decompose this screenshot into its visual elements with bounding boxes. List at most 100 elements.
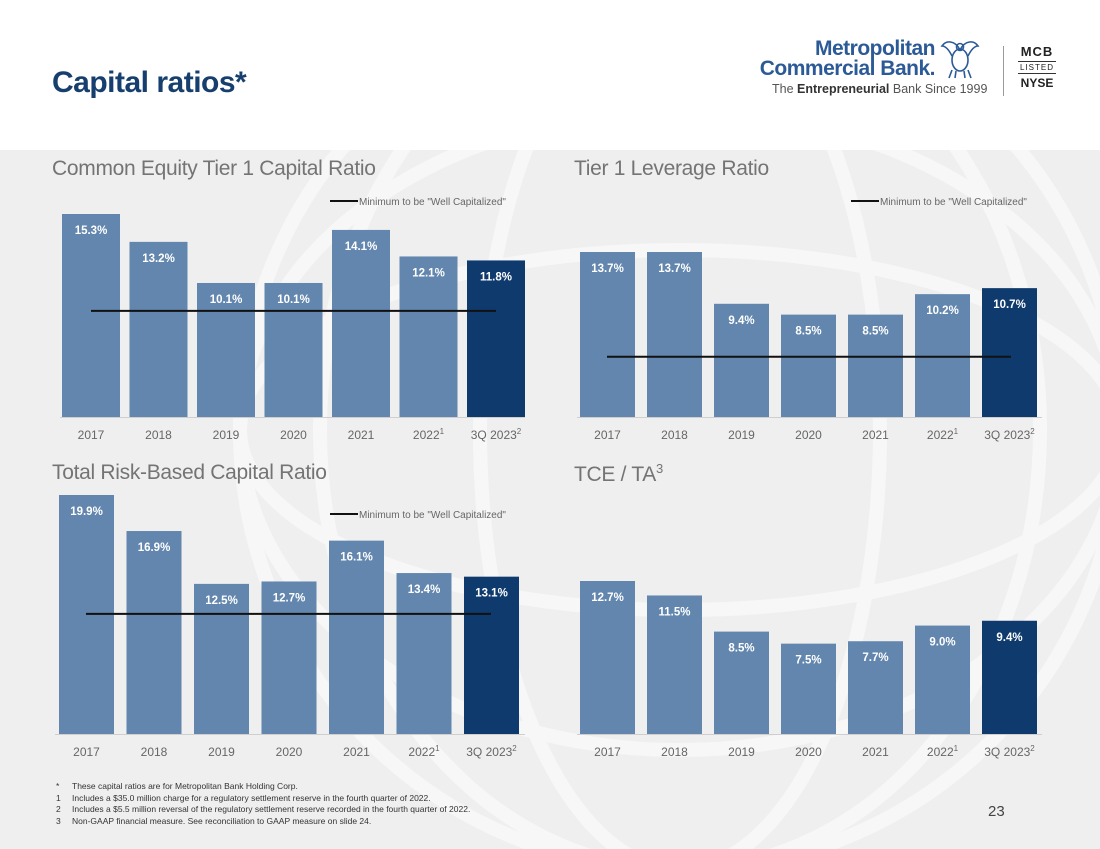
page-number: 23 [988,803,1005,820]
bar-2018 [129,241,188,417]
x-tick-label: 2021 [862,745,889,759]
bar-2020 [781,643,836,734]
x-tick-label: 2021 [862,428,889,442]
data-label: 8.5% [728,643,754,655]
chart-title-tier1-leverage: Tier 1 Leverage Ratio [574,157,769,180]
bar-2021 [329,540,384,734]
data-label: 10.7% [993,299,1026,311]
bar-3q-2023 [467,260,525,417]
bar-2021 [332,229,390,417]
footnote: 3 Non-GAAP financial measure. See reconci… [56,815,372,826]
x-tick-label: 2018 [145,428,172,442]
bar-2019 [197,282,255,417]
x-tick-label: 3Q 20232 [984,427,1035,442]
x-tick-label: 20221 [408,744,440,759]
data-label: 10.1% [277,294,310,306]
chart-cet1: 15.3% 2017 13.2% 2018 10.1% 2019 10.1% 2020 14.1… [60,197,525,442]
x-tick-label: 2018 [661,428,688,442]
x-tick-label: 2020 [276,745,303,759]
bar-2019 [714,303,769,417]
x-tick-label: 2017 [594,745,621,759]
x-tick-label: 3Q 20232 [471,427,522,442]
x-tick-label: 2020 [280,428,307,442]
legend-label: Minimum to be "Well Capitalized" [359,510,506,521]
x-tick-label: 2021 [343,745,370,759]
x-tick-label: 2017 [594,428,621,442]
legend-label: Minimum to be "Well Capitalized" [880,197,1027,208]
footnote: 2 Includes a $5.5 million reversal of the… [56,804,471,814]
exchange-name: NYSE [1020,76,1054,90]
data-label: 8.5% [795,326,821,338]
data-label: 13.1% [475,588,508,600]
x-tick-label: 2019 [728,428,755,442]
bar-2018 [647,595,702,734]
bar-2022 [915,294,970,417]
data-label: 11.5% [659,606,691,618]
bar-2022 [915,625,970,734]
data-label: 13.2% [142,253,175,265]
bar-3q-2023 [982,288,1037,417]
bar-2017 [62,214,120,417]
data-label: 10.2% [926,305,959,317]
data-label: 9.4% [728,315,754,327]
x-tick-label: 3Q 20232 [466,744,517,759]
page-title: Capital ratios* [52,66,247,99]
data-label: 13.7% [591,263,624,275]
bar-2018 [647,252,702,417]
bar-2021 [848,641,903,734]
x-tick-label: 2018 [661,745,688,759]
logo-divider [1003,46,1004,96]
bar-2017 [580,581,635,734]
x-tick-label: 2017 [78,428,105,442]
bar-2019 [714,631,769,734]
x-tick-label: 20221 [413,427,445,442]
x-tick-label: 2020 [795,428,822,442]
data-label: 14.1% [345,241,378,253]
data-label: 16.1% [340,552,373,564]
data-label: 11.8% [480,271,512,283]
data-label: 12.1% [412,267,445,279]
bar-2018 [126,531,182,734]
footnotes: * These capital ratios are for Metropolit… [56,781,470,827]
bar-3q-2023 [982,620,1037,734]
logo-tagline: The Entrepreneurial Bank Since 1999 [772,82,988,96]
x-tick-label: 2019 [213,428,240,442]
x-tick-label: 20221 [927,427,959,442]
company-logo: Metropolitan Commercial Bank. The Entrep… [760,36,1070,106]
x-tick-label: 3Q 20232 [984,744,1035,759]
bar-2022 [399,256,458,417]
bar-2017 [580,252,635,417]
logo-name-line2: Commercial Bank. [759,57,936,80]
data-label: 10.1% [210,294,243,306]
chart-title-cet1: Common Equity Tier 1 Capital Ratio [52,157,376,180]
ticker-symbol: MCB [1020,44,1054,59]
data-label: 19.9% [70,506,103,518]
bar-2021 [848,314,903,417]
data-label: 12.7% [591,592,624,604]
x-tick-label: 20221 [927,744,959,759]
data-label: 7.5% [795,655,821,667]
data-label: 13.4% [408,584,441,596]
chart-title-tce-ta: TCE / TA3 [574,461,663,486]
nyse-listing-badge: MCB LISTED NYSE [1018,44,1056,90]
data-label: 12.7% [273,592,306,604]
bar-3q-2023 [464,576,519,734]
bar-2019 [194,583,249,734]
data-label: 15.3% [75,225,108,237]
bar-2020 [261,581,317,734]
data-label: 8.5% [862,326,888,338]
x-tick-label: 2021 [348,428,375,442]
bar-2020 [781,314,836,417]
eagle-icon [940,41,980,79]
data-label: 9.4% [996,632,1022,644]
data-label: 13.7% [658,263,691,275]
chart-title-total-risk-based: Total Risk-Based Capital Ratio [52,461,327,484]
chart-total-risk-based: 19.9% 2017 16.9% 2018 12.5% 2019 12.7% 2020 16.1… [55,495,525,759]
x-tick-label: 2020 [795,745,822,759]
x-tick-label: 2019 [728,745,755,759]
x-tick-label: 2017 [73,745,100,759]
legend-label: Minimum to be "Well Capitalized" [359,197,506,208]
data-label: 7.7% [862,652,888,664]
data-label: 16.9% [138,542,171,554]
logo-name-line1: Metropolitan [815,37,936,60]
